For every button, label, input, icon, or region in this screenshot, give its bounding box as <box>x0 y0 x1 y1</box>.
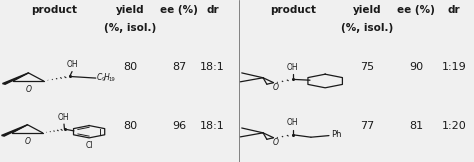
Text: 87: 87 <box>172 62 186 72</box>
Text: OH: OH <box>287 63 299 72</box>
Text: ee (%): ee (%) <box>160 5 198 15</box>
Text: Ph: Ph <box>331 130 342 139</box>
Text: O: O <box>273 83 278 92</box>
Text: dr: dr <box>206 5 219 15</box>
Polygon shape <box>2 73 28 84</box>
Text: Cl: Cl <box>85 141 93 150</box>
Text: 9: 9 <box>101 77 105 81</box>
Text: O: O <box>273 138 278 147</box>
Text: yield: yield <box>353 5 382 15</box>
Text: 1:19: 1:19 <box>442 62 466 72</box>
Text: H: H <box>104 73 110 82</box>
Text: product: product <box>31 5 78 15</box>
Text: yield: yield <box>116 5 145 15</box>
Text: O: O <box>26 85 31 94</box>
Text: 96: 96 <box>172 121 186 131</box>
Text: OH: OH <box>66 60 78 69</box>
Text: 80: 80 <box>123 62 137 72</box>
Text: 1:20: 1:20 <box>442 121 466 131</box>
Text: 81: 81 <box>409 121 423 131</box>
Text: (%, isol.): (%, isol.) <box>341 23 393 33</box>
Text: 19: 19 <box>109 77 115 81</box>
Text: 90: 90 <box>409 62 423 72</box>
Text: ee (%): ee (%) <box>397 5 435 15</box>
Text: OH: OH <box>57 112 69 122</box>
Text: OH: OH <box>287 118 299 127</box>
Text: 80: 80 <box>123 121 137 131</box>
Text: C: C <box>97 73 102 82</box>
Text: product: product <box>270 5 316 15</box>
Text: 77: 77 <box>360 121 374 131</box>
Text: 75: 75 <box>360 62 374 72</box>
Text: dr: dr <box>448 5 460 15</box>
Text: 18:1: 18:1 <box>200 121 225 131</box>
Text: 18:1: 18:1 <box>200 62 225 72</box>
Polygon shape <box>1 125 27 136</box>
Text: (%, isol.): (%, isol.) <box>104 23 156 33</box>
Text: O: O <box>25 137 30 146</box>
